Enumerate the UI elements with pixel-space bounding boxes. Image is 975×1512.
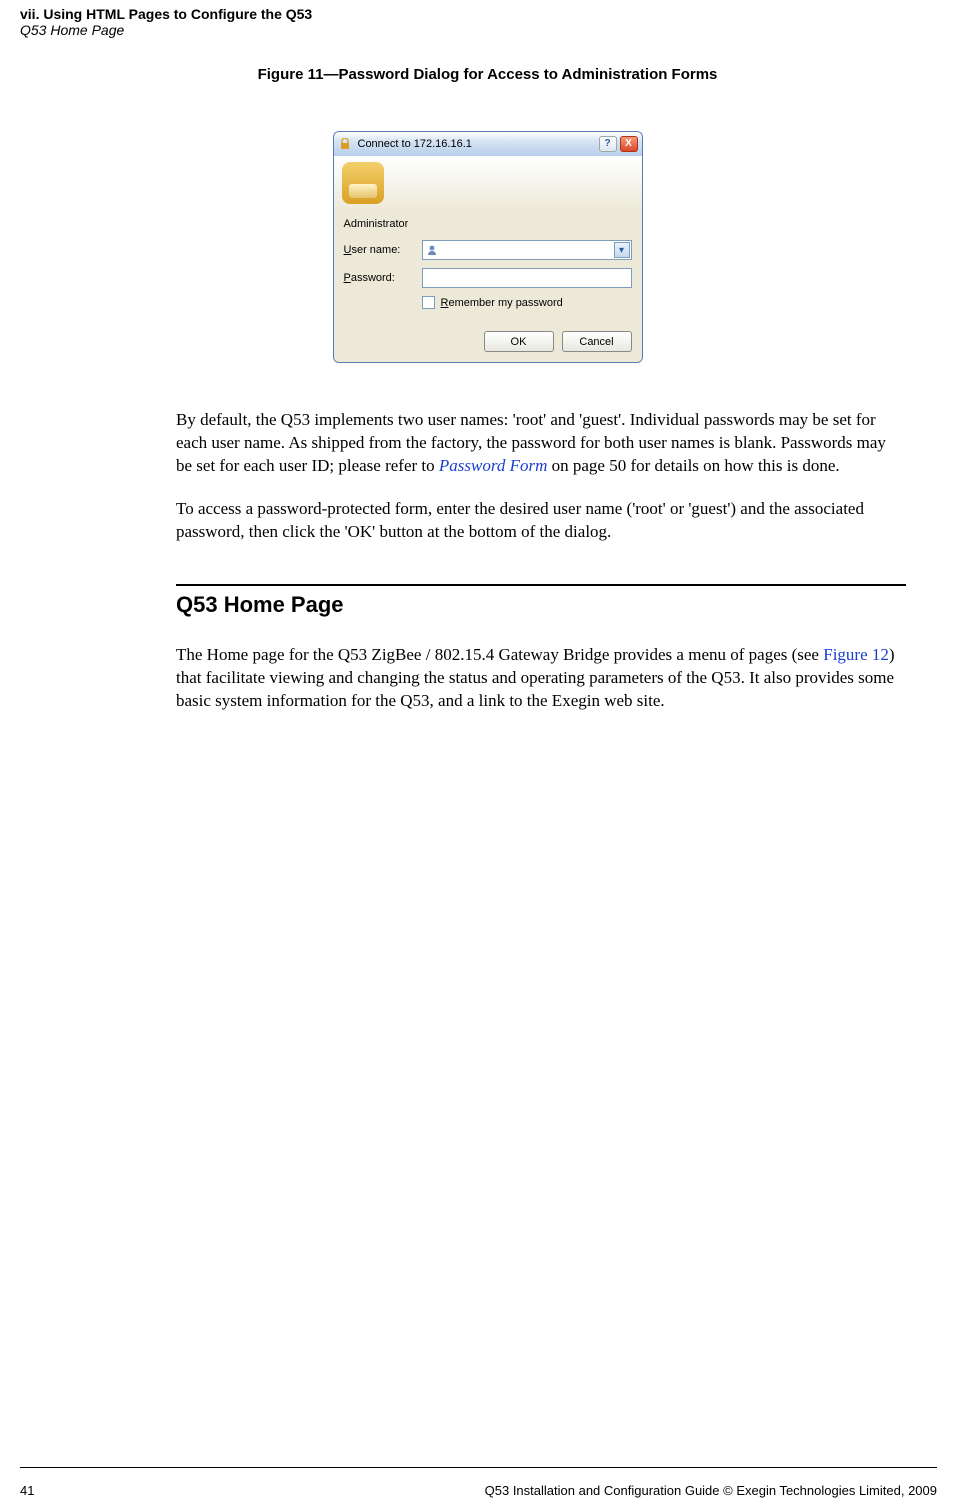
dialog-title: Connect to 172.16.16.1 (358, 138, 596, 150)
remember-row[interactable]: Remember my password (422, 296, 632, 309)
password-input-wrap (422, 268, 632, 288)
username-input-wrap: ▾ (422, 240, 632, 260)
footer-divider (20, 1467, 937, 1468)
page-header: vii. Using HTML Pages to Configure the Q… (0, 0, 975, 38)
section-body: The Home page for the Q53 ZigBee / 802.1… (176, 644, 906, 713)
remember-label: Remember my password (441, 297, 563, 309)
dialog-titlebar[interactable]: Connect to 172.16.16.1 ? X (334, 132, 642, 156)
keys-icon (342, 162, 384, 204)
password-row: Password: (344, 268, 632, 288)
username-input[interactable] (422, 240, 632, 260)
user-icon (425, 243, 439, 257)
section-text-a: The Home page for the Q53 ZigBee / 802.1… (176, 645, 823, 664)
close-button[interactable]: X (620, 136, 638, 152)
page-number: 41 (20, 1483, 34, 1498)
username-label: User name: (344, 244, 422, 256)
lock-icon (338, 137, 352, 151)
remember-checkbox[interactable] (422, 296, 435, 309)
figure-caption: Figure 11—Password Dialog for Access to … (0, 66, 975, 83)
dialog-body: Administrator User name: ▾ Password: (334, 212, 642, 362)
dialog-icon-region (334, 156, 642, 212)
username-dropdown-button[interactable]: ▾ (614, 242, 630, 258)
section-divider (176, 584, 906, 586)
page-footer: 41 Q53 Installation and Configuration Gu… (20, 1483, 937, 1498)
p1-text-b: on page 50 for details on how this is do… (547, 456, 839, 475)
body-paragraph-1: By default, the Q53 implements two user … (176, 409, 906, 544)
password-form-link[interactable]: Password Form (439, 456, 547, 475)
header-section: Q53 Home Page (20, 22, 975, 38)
realm-label: Administrator (344, 218, 632, 230)
help-button[interactable]: ? (599, 136, 617, 152)
dialog-button-row: OK Cancel (344, 323, 632, 352)
dialog-container: Connect to 172.16.16.1 ? X Administrator… (0, 131, 975, 363)
header-chapter: vii. Using HTML Pages to Configure the Q… (20, 6, 975, 22)
password-input[interactable] (422, 268, 632, 288)
ok-button[interactable]: OK (484, 331, 554, 352)
cancel-button[interactable]: Cancel (562, 331, 632, 352)
username-row: User name: ▾ (344, 240, 632, 260)
auth-dialog: Connect to 172.16.16.1 ? X Administrator… (333, 131, 643, 363)
section-heading: Q53 Home Page (176, 592, 906, 618)
figure-12-link[interactable]: Figure 12 (823, 645, 889, 664)
footer-text: Q53 Installation and Configuration Guide… (485, 1483, 937, 1498)
body-paragraph-2: To access a password-protected form, ent… (176, 498, 906, 544)
password-label: Password: (344, 272, 422, 284)
